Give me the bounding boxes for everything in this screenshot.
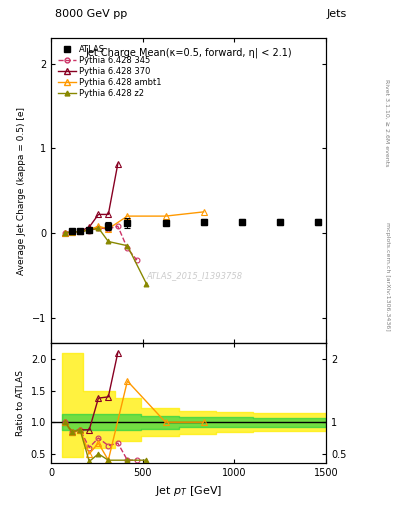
Legend: ATLAS, Pythia 6.428 345, Pythia 6.428 370, Pythia 6.428 ambt1, Pythia 6.428 z2: ATLAS, Pythia 6.428 345, Pythia 6.428 37… [55, 42, 164, 101]
Text: Jet Charge Mean(κ=0.5, forward, η| < 2.1): Jet Charge Mean(κ=0.5, forward, η| < 2.1… [85, 48, 292, 58]
Text: Rivet 3.1.10, ≥ 2.6M events: Rivet 3.1.10, ≥ 2.6M events [385, 79, 389, 166]
Text: mcplots.cern.ch [arXiv:1306.3436]: mcplots.cern.ch [arXiv:1306.3436] [385, 222, 389, 331]
Y-axis label: Ratio to ATLAS: Ratio to ATLAS [16, 370, 25, 436]
Y-axis label: Average Jet Charge (kappa = 0.5) [e]: Average Jet Charge (kappa = 0.5) [e] [17, 106, 26, 275]
Text: 8000 GeV pp: 8000 GeV pp [55, 9, 127, 19]
Text: Jets: Jets [326, 9, 347, 19]
X-axis label: Jet $p_T$ [GeV]: Jet $p_T$ [GeV] [155, 484, 222, 498]
Text: ATLAS_2015_I1393758: ATLAS_2015_I1393758 [146, 271, 242, 281]
